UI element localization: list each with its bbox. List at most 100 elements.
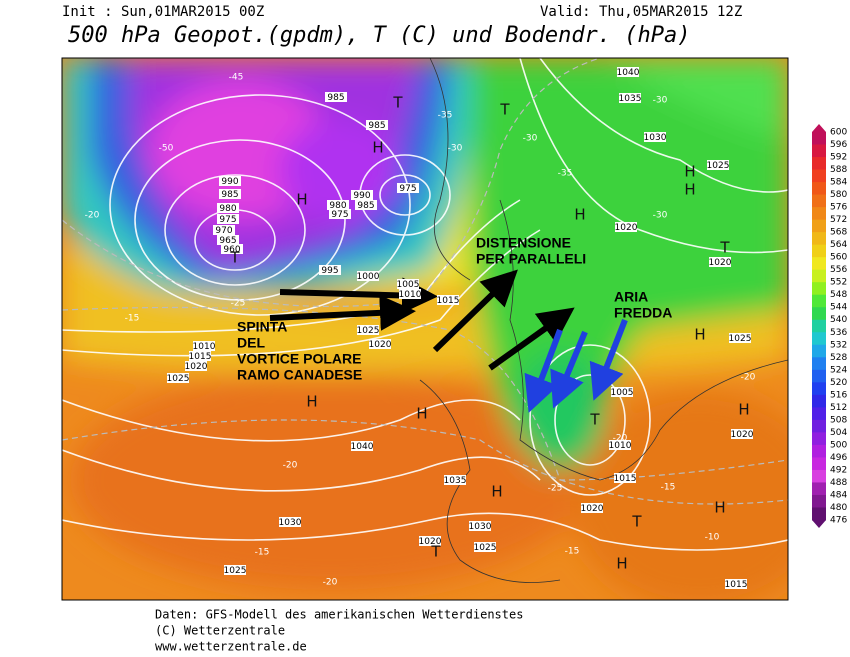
colorbar-label: 588 xyxy=(830,165,847,175)
annotation: DISTENSIONE xyxy=(476,235,571,251)
temperature-label: -15 xyxy=(661,483,676,493)
pressure-label: 965 xyxy=(219,236,236,246)
pressure-center: H xyxy=(684,163,695,181)
pressure-label-box xyxy=(217,235,239,245)
pressure-label: 960 xyxy=(223,245,240,255)
pressure-label: 1025 xyxy=(167,374,190,384)
temperature-label: -20 xyxy=(85,211,100,221)
temperature-label: -15 xyxy=(565,547,580,557)
colorbar-label: 552 xyxy=(830,278,847,288)
init-time: Init : Sun,01MAR2015 00Z xyxy=(62,4,264,20)
pressure-center: T xyxy=(392,94,403,112)
colorbar-label: 504 xyxy=(830,428,847,438)
colorbar-segment xyxy=(812,394,826,408)
colorbar-segment xyxy=(812,294,826,308)
footer-line: Daten: GFS-Modell des amerikanischen Wet… xyxy=(155,608,523,622)
colorbar-segment xyxy=(812,469,826,483)
colorbar-label: 548 xyxy=(830,290,847,300)
colorbar-segment xyxy=(812,444,826,458)
colorbar-segment xyxy=(812,244,826,258)
temperature-label: -20 xyxy=(323,578,338,588)
pressure-center: H xyxy=(684,181,695,199)
arrows xyxy=(269,269,628,413)
pressure-center: T xyxy=(631,513,642,531)
pressure-label-box xyxy=(366,120,388,130)
pressure-label: 1040 xyxy=(617,68,640,78)
pressure-label-box xyxy=(351,441,373,451)
colorbar-segment xyxy=(812,269,826,283)
pressure-center: T xyxy=(499,101,510,119)
colorbar-segment xyxy=(812,382,826,396)
pressure-center: T xyxy=(719,239,730,257)
pressure-label: 970 xyxy=(215,226,232,236)
colorbar-segment xyxy=(812,332,826,346)
pressure-label: 1015 xyxy=(725,580,748,590)
pressure-label-box xyxy=(419,536,441,546)
pressure-label-box xyxy=(351,190,373,200)
pressure-label: 1020 xyxy=(581,504,604,514)
colorbar-segment xyxy=(812,207,826,221)
pressure-label-box xyxy=(474,542,496,552)
pressure-label-box xyxy=(357,325,379,335)
pressure-center: T xyxy=(589,411,600,429)
pressure-label: 1005 xyxy=(397,280,420,290)
colorbar-segment xyxy=(812,319,826,333)
temperature-label: -50 xyxy=(159,144,174,154)
temperature-label: -45 xyxy=(229,73,244,83)
pressure-label-box xyxy=(185,361,207,371)
colorbar-segment xyxy=(812,419,826,433)
colorbar-label: 512 xyxy=(830,403,847,413)
pressure-label-box xyxy=(729,333,751,343)
pressure-label: 1020 xyxy=(731,430,754,440)
pressure-label-box xyxy=(219,189,241,199)
pressure-label-box xyxy=(444,475,466,485)
pressure-label-box xyxy=(355,200,377,210)
temperature-label: -30 xyxy=(653,211,668,221)
pressure-label: 985 xyxy=(368,121,385,131)
colorbar-segment xyxy=(812,482,826,496)
pressure-center: H xyxy=(714,499,725,517)
pressure-label-box xyxy=(213,225,235,235)
pressure-label-box xyxy=(189,351,211,361)
colorbar-segment xyxy=(812,407,826,421)
pressure-label: 1005 xyxy=(611,388,634,398)
pressure-label: 985 xyxy=(357,201,374,211)
temperature-label: -20 xyxy=(283,461,298,471)
pressure-center: H xyxy=(296,191,307,209)
colorbar-label: 564 xyxy=(830,240,847,250)
colorbar-segment xyxy=(812,194,826,208)
temperature-label: -35 xyxy=(558,169,573,179)
pressure-label-box xyxy=(193,341,215,351)
pressure-label-box xyxy=(319,265,341,275)
colorbar-label: 516 xyxy=(830,390,847,400)
pressure-label-box xyxy=(327,200,349,210)
temperature-label: -15 xyxy=(255,548,270,558)
temperature-label: -30 xyxy=(448,144,463,154)
temperature-label: -35 xyxy=(438,111,453,121)
pressure-label: 975 xyxy=(331,210,348,220)
temperature-label: -25 xyxy=(548,484,563,494)
pressure-label-box xyxy=(224,565,246,575)
pressure-label-box xyxy=(357,271,379,281)
pressure-label-box xyxy=(619,93,641,103)
pressure-label: 1010 xyxy=(609,441,632,451)
colorbar-label: 520 xyxy=(830,378,847,388)
colorbar-label: 596 xyxy=(830,140,847,150)
annotation: PER PARALLELI xyxy=(476,251,586,267)
pressure-label: 990 xyxy=(353,191,370,201)
pressure-label-box xyxy=(731,429,753,439)
pressure-label: 1020 xyxy=(419,537,442,547)
map-field xyxy=(62,58,788,600)
colorbar-label: 500 xyxy=(830,440,847,450)
pressure-label: 1040 xyxy=(351,442,374,452)
pressure-label-box xyxy=(437,295,459,305)
colorbar-label: 544 xyxy=(830,303,847,313)
pressure-label: 1025 xyxy=(729,334,752,344)
pressure-label: 1030 xyxy=(279,518,302,528)
colorbar-label: 496 xyxy=(830,453,847,463)
pressure-label-box xyxy=(369,339,391,349)
colorbar-label: 536 xyxy=(830,328,847,338)
pressure-label: 980 xyxy=(329,201,346,211)
colorbar-segment xyxy=(812,507,826,521)
